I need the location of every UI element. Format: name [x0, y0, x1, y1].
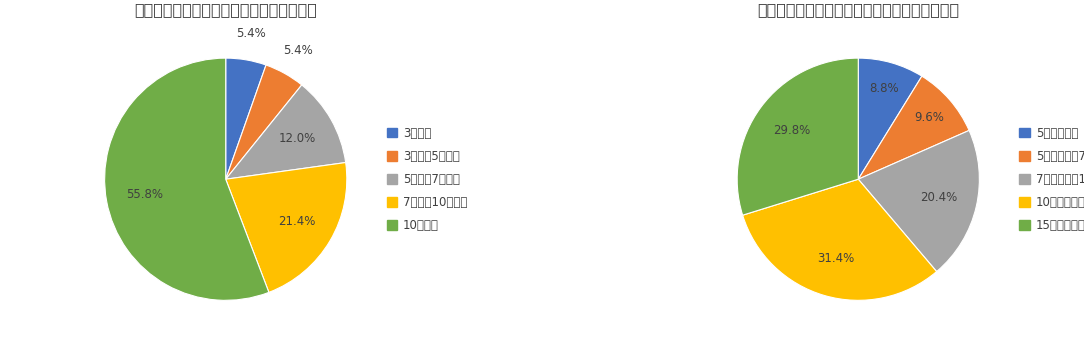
Wedge shape — [737, 58, 859, 215]
Text: 55.8%: 55.8% — [126, 188, 164, 201]
Wedge shape — [225, 65, 301, 179]
Wedge shape — [225, 85, 346, 179]
Wedge shape — [859, 76, 969, 179]
Text: 12.0%: 12.0% — [279, 132, 317, 145]
Text: 5.4%: 5.4% — [236, 27, 266, 40]
Wedge shape — [225, 58, 266, 179]
Wedge shape — [859, 58, 921, 179]
Text: 31.4%: 31.4% — [816, 252, 854, 265]
Text: 20.4%: 20.4% — [920, 191, 957, 204]
Text: 21.4%: 21.4% — [278, 215, 315, 228]
Wedge shape — [105, 58, 269, 300]
Wedge shape — [743, 179, 937, 300]
Legend: 5万キロ未満, 5万キロ以上7万キロ未満, 7万キロ以上10万キロ未満, 10万キロ以上15万キロ未満, 15万キロ以上: 5万キロ未満, 5万キロ以上7万キロ未満, 7万キロ以上10万キロ未満, 10万… — [1016, 123, 1084, 235]
Text: 8.8%: 8.8% — [869, 82, 899, 95]
Legend: 3年未満, 3年以上5年未満, 5年以上7年未満, 7年以上10年未満, 10年以上: 3年未満, 3年以上5年未満, 5年以上7年未満, 7年以上10年未満, 10年… — [383, 123, 470, 235]
Wedge shape — [859, 130, 979, 271]
Title: 乗り換え・廃車のタイミングだと思う走行距離: 乗り換え・廃車のタイミングだと思う走行距離 — [758, 2, 959, 17]
Text: 29.8%: 29.8% — [773, 124, 811, 137]
Text: 5.4%: 5.4% — [283, 44, 312, 57]
Title: 乗り換え・廃車のタイミングだと思う年数: 乗り換え・廃車のタイミングだと思う年数 — [134, 2, 318, 17]
Text: 9.6%: 9.6% — [915, 111, 944, 124]
Wedge shape — [225, 163, 347, 292]
